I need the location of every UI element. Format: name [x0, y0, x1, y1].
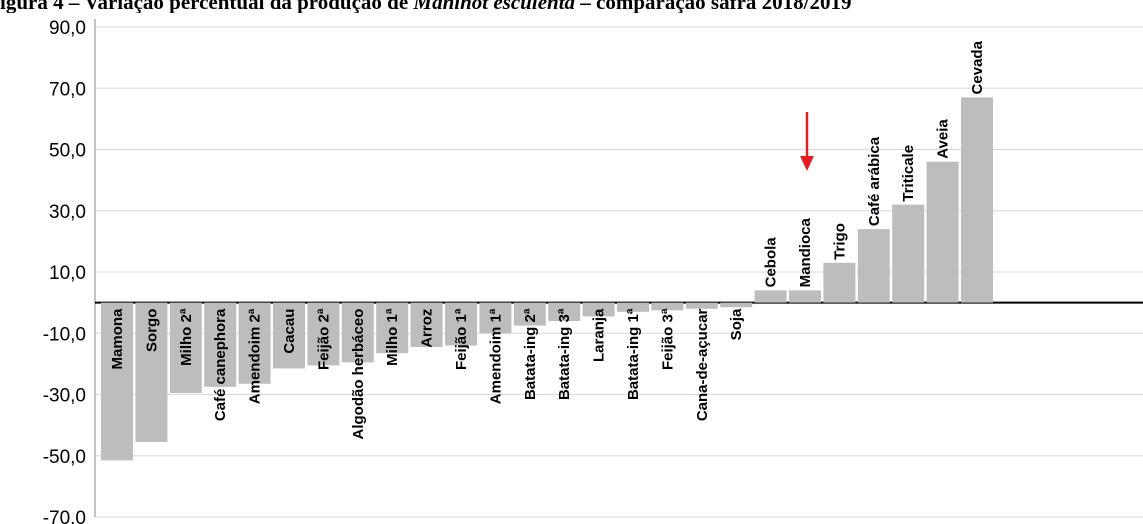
y-tick-label: 90,0: [49, 18, 86, 39]
category-label: Feijão 2ª: [315, 308, 332, 370]
y-tick-label: -10,0: [43, 324, 86, 345]
bar: [445, 302, 477, 346]
red-arrow-icon: [800, 112, 814, 171]
bar: [273, 302, 305, 369]
category-label: Milho 2ª: [178, 308, 195, 366]
category-label: Milho 1ª: [384, 308, 401, 366]
category-label: Cebola: [763, 237, 780, 288]
category-label: Amendoim 1ª: [487, 308, 504, 404]
category-label: Café canephora: [212, 308, 229, 421]
bar: [238, 302, 271, 384]
bar: [720, 302, 753, 308]
category-label: Batata-ing 3ª: [556, 308, 573, 400]
bar: [204, 302, 237, 387]
annotations: [800, 112, 814, 171]
bar: [685, 302, 718, 309]
bar: [548, 302, 581, 321]
category-label: Arroz: [419, 309, 436, 348]
bar: [651, 302, 684, 311]
category-label: Triticale: [900, 145, 917, 202]
y-tick-label: -50,0: [43, 447, 86, 468]
title-species: Manihot esculenta: [413, 0, 576, 13]
bar: [582, 302, 615, 317]
category-label: Cevada: [969, 40, 986, 94]
bar: [789, 290, 821, 303]
category-label: Café arábica: [866, 136, 883, 226]
bar: [617, 302, 649, 312]
bar: [961, 97, 993, 303]
category-label: Mandioca: [797, 218, 814, 288]
y-tick-label: 50,0: [49, 141, 86, 162]
category-label: Soja: [728, 308, 745, 340]
bar: [857, 229, 890, 303]
category-label: Laranja: [591, 308, 608, 362]
y-tick-label: -30,0: [43, 386, 86, 407]
category-labels: Mamona Sorgo Milho 2ª Café canephora Amendoi…: [109, 40, 986, 439]
bar: [101, 302, 133, 461]
bar: [135, 302, 168, 442]
category-label: Feijão 1ª: [453, 308, 470, 370]
bar: [341, 302, 374, 363]
y-tick-label: -70,0: [43, 508, 86, 524]
y-tick-label: 10,0: [49, 263, 86, 284]
category-label: Aveia: [935, 119, 952, 159]
bars: [101, 97, 993, 461]
category-label: Feijão 3ª: [659, 308, 676, 370]
category-label: Batata-ing 1ª: [625, 308, 642, 400]
category-label: Trigo: [831, 223, 848, 260]
bar: [926, 161, 959, 303]
bar: [410, 302, 443, 348]
category-label: Algodão herbáceo: [350, 309, 367, 440]
bar: [169, 302, 202, 393]
category-label: Sorgo: [143, 309, 160, 352]
bar: [479, 302, 512, 334]
category-label: Amendoim 2ª: [247, 308, 264, 404]
title-prefix: igura 4 – Variação percentual da produçã…: [0, 0, 414, 13]
category-label: Cacau: [281, 309, 298, 354]
category-label: Mamona: [109, 308, 126, 370]
category-label: Cana-de-açucar: [694, 308, 711, 421]
bar: [376, 302, 409, 354]
bar: [754, 290, 787, 303]
y-tick-label: 70,0: [49, 79, 86, 100]
bar: [307, 302, 340, 366]
category-label: Batata-ing 2ª: [522, 308, 539, 400]
chart-title: igura 4 – Variação percentual da produçã…: [0, 0, 1143, 13]
y-tick-label: 30,0: [49, 202, 86, 223]
bar: [892, 204, 925, 303]
bar: [823, 262, 856, 303]
title-suffix: – comparação safra 2018/2019: [575, 0, 852, 13]
bar: [513, 302, 546, 326]
